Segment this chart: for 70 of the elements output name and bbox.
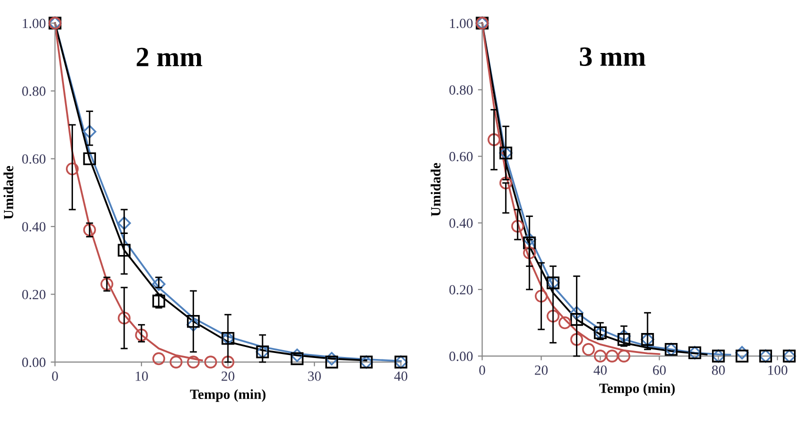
point: [118, 312, 131, 324]
point: [558, 316, 572, 330]
x-tick-label: 30: [308, 372, 321, 381]
point: [735, 346, 749, 360]
point: [170, 356, 182, 368]
point: [523, 236, 536, 250]
point: [152, 352, 166, 366]
point: [594, 350, 607, 362]
y-tick-label: 0.80: [22, 86, 46, 96]
y-tick-label: 1.00: [450, 18, 473, 28]
point: [186, 318, 200, 332]
point: [523, 246, 536, 260]
x-axis-title: Tempo (min): [190, 389, 266, 402]
y-tick-label: 1.00: [22, 18, 46, 28]
point: [82, 124, 96, 138]
point: [546, 310, 560, 323]
y-tick-label: 0.20: [22, 290, 46, 300]
point: [117, 216, 131, 230]
y-tick-label: 0.40: [22, 222, 46, 232]
x-tick-label: 60: [653, 366, 666, 375]
point: [570, 306, 584, 320]
text: 2 mm: [136, 48, 202, 66]
point: [186, 356, 200, 368]
text: 3 mm: [580, 47, 646, 66]
point: [325, 356, 338, 368]
point: [582, 343, 595, 356]
y-axis-title: Umidade: [4, 166, 14, 220]
point: [570, 333, 584, 346]
y-tick-label: 0.60: [22, 154, 46, 164]
point: [324, 352, 338, 366]
point: [222, 356, 234, 368]
point: [66, 162, 79, 176]
point: [152, 294, 166, 308]
point: [135, 328, 148, 342]
y-axis-title: Umidade: [430, 162, 440, 216]
point: [618, 333, 630, 346]
x-tick-label: 80: [712, 366, 725, 375]
x-tick-label: 0: [479, 366, 486, 375]
y-tick-label: 0.00: [22, 358, 46, 368]
point: [290, 348, 304, 362]
y-tick-label: 0.80: [449, 85, 473, 95]
x-tick-label: 40: [594, 366, 607, 375]
y-tick-label: 0.40: [449, 218, 473, 228]
point: [522, 232, 536, 246]
point: [152, 277, 166, 291]
point: [204, 356, 218, 368]
point: [736, 350, 748, 362]
point: [534, 290, 548, 303]
x-tick-label: 40: [394, 372, 408, 381]
y-tick-label: 0.60: [449, 152, 473, 162]
point: [186, 315, 200, 328]
point: [618, 350, 630, 362]
x-tick-label: 10: [136, 372, 148, 381]
point: [83, 152, 96, 166]
x-axis-title: Tempo (min): [599, 383, 675, 396]
point: [488, 133, 500, 146]
point: [617, 329, 631, 343]
x-tick-label: 20: [534, 366, 548, 375]
point: [118, 244, 131, 257]
point: [511, 220, 524, 233]
x-tick-label: 100: [768, 366, 788, 375]
y-tick-label: 0.00: [449, 352, 473, 362]
point: [499, 176, 512, 190]
x-tick-label: 20: [222, 372, 234, 381]
y-tick-label: 0.20: [449, 285, 473, 295]
point: [290, 352, 304, 366]
point: [570, 313, 584, 326]
point: [100, 278, 114, 291]
x-tick-label: 0: [52, 372, 58, 381]
point: [606, 350, 618, 362]
